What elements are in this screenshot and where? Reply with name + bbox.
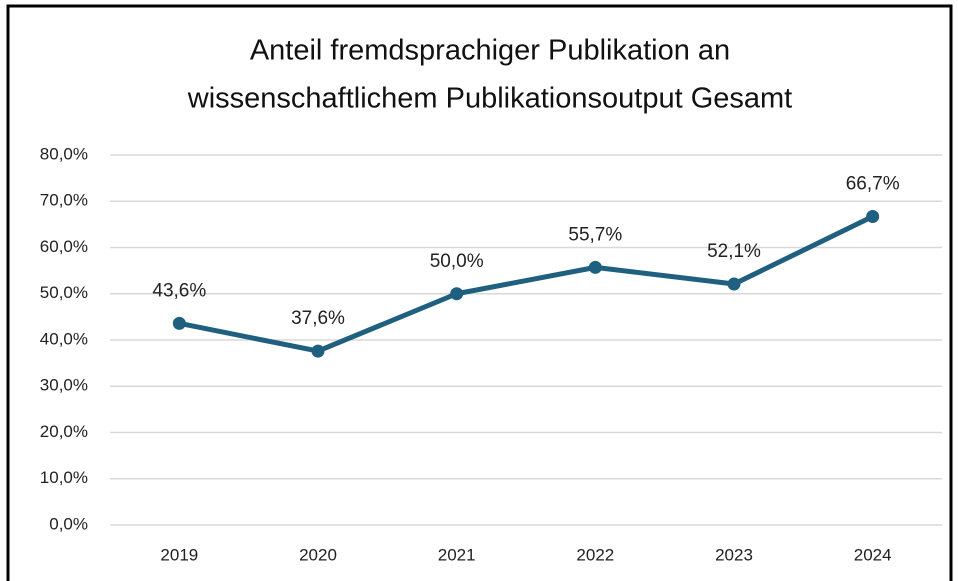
y-tick-label: 80,0%: [40, 144, 88, 163]
y-tick-label: 40,0%: [40, 329, 88, 348]
data-label: 43,6%: [152, 280, 206, 301]
y-tick-label: 20,0%: [40, 422, 88, 441]
y-tick-label: 10,0%: [40, 468, 88, 487]
data-label: 50,0%: [430, 251, 484, 272]
marker: [588, 260, 602, 274]
marker: [727, 277, 741, 291]
y-tick-label: 30,0%: [40, 376, 88, 395]
y-tick-label: 60,0%: [40, 237, 88, 256]
frame: [6, 4, 953, 581]
x-tick-label: 2020: [299, 545, 337, 564]
data-label: 52,1%: [707, 241, 761, 262]
marker: [172, 316, 186, 330]
data-label: 66,7%: [846, 174, 900, 195]
marker: [311, 344, 325, 358]
x-tick-label: 2022: [576, 545, 614, 564]
data-label: 37,6%: [291, 308, 345, 329]
x-tick-label: 2021: [438, 545, 476, 564]
line: [178, 214, 874, 354]
y-tick-label: 0,0%: [49, 514, 88, 533]
x-tick-label: 2023: [715, 545, 753, 564]
marker: [450, 287, 464, 301]
y-tick-label: 70,0%: [40, 191, 88, 210]
marker: [866, 210, 880, 224]
x-tick-label: 2024: [854, 545, 892, 564]
y-tick-label: 50,0%: [40, 283, 88, 302]
chart-title: wissenschaftlichem Publikationsoutput Ge…: [187, 83, 792, 115]
chart-title: Anteil fremdsprachiger Publikation an: [250, 35, 730, 67]
x-tick-label: 2019: [160, 545, 198, 564]
data-label: 55,7%: [568, 224, 622, 245]
